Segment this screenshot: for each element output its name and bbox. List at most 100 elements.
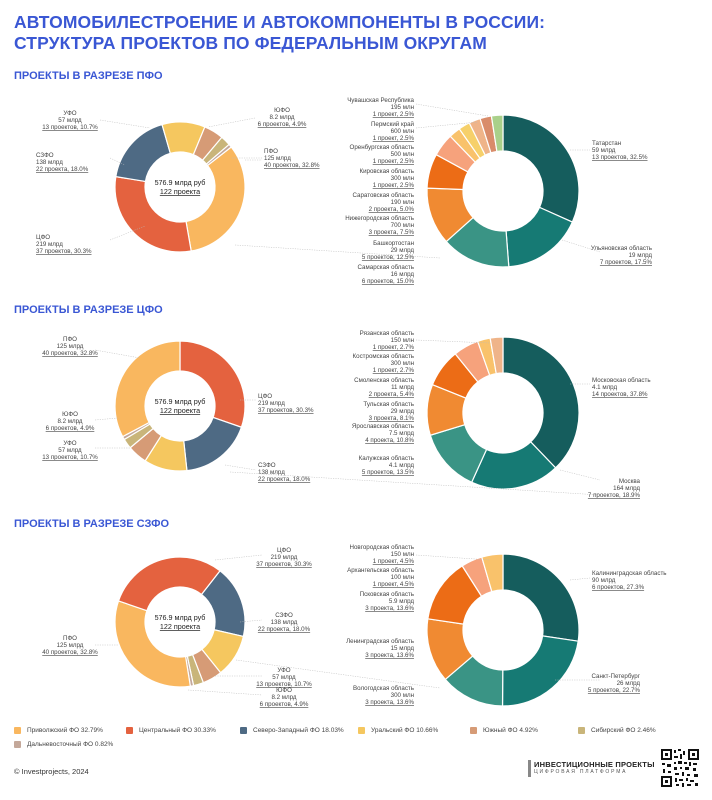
pfo-leader-pfo-to-region	[234, 244, 441, 259]
pfo-region-label-6-line-0: Кировская область	[359, 168, 414, 175]
pfo-leader-cfo	[109, 225, 146, 241]
legend-item: Северо-Западный ФО 18.03%	[240, 727, 344, 734]
szfo-leader-yufo	[187, 689, 263, 696]
pfo-region-label-4-line-1: 700 млн	[391, 222, 414, 229]
pfo-label-cfo-line-1: 219 млрд	[36, 241, 63, 248]
pfo-region-label-3-line-2: 5 проектов, 12.5%	[362, 254, 415, 261]
pfo-center-projects: 122 проекта	[160, 187, 200, 196]
szfo-region-label-3-line-1: 15 млрд	[391, 645, 415, 652]
pfo-label-pfo-line-2: 40 проектов, 32.8%	[264, 162, 320, 169]
pfo-region-label-2-line-0: Самарская область	[358, 264, 414, 271]
pfo-leader-szfo	[109, 157, 126, 166]
pfo-region-label-5-line-0: Саратовская область	[352, 192, 414, 199]
cfo-district-slice-0	[179, 340, 246, 429]
cfo-region-label-7-line-2: 1 проект, 2.7%	[373, 344, 415, 351]
pfo-label-pfo-line-1: 125 млрд	[264, 155, 291, 162]
qr-code-icon[interactable]	[660, 748, 700, 788]
cfo-label-szfo-line-1: 138 млрд	[258, 469, 285, 476]
szfo-label-szfo-line-1: 138 млрд	[271, 619, 298, 626]
pfo-label-cfo-line-0: ЦФО	[36, 234, 50, 241]
szfo-label-cfo-line-1: 219 млрд	[271, 554, 298, 561]
cfo-region-label-4-line-1: 29 млрд	[391, 408, 415, 415]
szfo-label-pfo-line-1: 125 млрд	[57, 642, 84, 649]
cfo-region-leader-1	[559, 469, 601, 481]
legend-swatch	[14, 727, 21, 734]
cfo-region-label-6-line-2: 1 проект, 2.7%	[373, 367, 415, 374]
szfo-region-slice-1	[501, 635, 579, 707]
cfo-label-ufo-line-2: 13 проектов, 10.7%	[42, 454, 98, 461]
pfo-region-label-1-line-1: 19 млрд	[629, 252, 653, 259]
pfo-label-yufo-line-0: ЮФО	[274, 107, 290, 114]
cfo-label-pfo-line-2: 40 проектов, 32.8%	[42, 350, 98, 357]
szfo-region-leader-0	[569, 577, 591, 581]
cfo-region-label-3-line-2: 4 проекта, 10.8%	[365, 437, 414, 444]
szfo-label-szfo-line-2: 22 проекта, 18.0%	[258, 626, 311, 633]
pfo-region-label-7-line-0: Оренбургская область	[350, 144, 414, 151]
pfo-label-yufo-line-1: 8.2 млрд	[269, 114, 294, 121]
cfo-label-szfo-line-2: 22 проекта, 18.0%	[258, 476, 311, 483]
szfo-region-label-1-line-1: 26 млрд	[617, 680, 641, 687]
cfo-region-label-5-line-1: 11 млрд	[391, 384, 414, 391]
szfo-region-label-5-line-1: 100 млн	[391, 574, 414, 581]
pfo-region-label-2-line-1: 16 млрд	[391, 271, 415, 278]
pfo-region-leader-9	[415, 103, 489, 117]
szfo-region-label-6-line-1: 150 млн	[391, 551, 414, 558]
pfo-region-label-5-line-1: 190 млн	[391, 199, 414, 206]
pfo-region-label-0-line-2: 13 проектов, 32.5%	[592, 154, 648, 161]
cfo-region-label-0-line-0: Московская область	[592, 377, 651, 384]
cfo-region-label-1-line-2: 7 проектов, 18.9%	[588, 492, 641, 499]
pfo-district-slice-1	[114, 175, 192, 253]
pfo-label-szfo-line-0: СЗФО	[36, 152, 54, 159]
pfo-region-label-1-line-0: Ульяновская область	[591, 245, 652, 252]
szfo-label-szfo-line-0: СЗФО	[275, 612, 293, 619]
pfo-region-label-9-line-1: 195 млн	[391, 104, 414, 111]
szfo-region-label-5-line-2: 1 проект, 4.5%	[373, 581, 415, 588]
cfo-region-label-6-line-1: 300 млн	[391, 360, 414, 367]
legend-label: Сибирский ФО 2.46%	[591, 727, 656, 734]
pfo-center-total: 576.9 млрд руб	[155, 178, 206, 187]
pfo-region-leader-8	[415, 121, 479, 129]
szfo-region-label-1-line-0: Санкт-Петербург	[591, 673, 640, 680]
legend-label: Северо-Западный ФО 18.03%	[253, 727, 344, 734]
title-line-2: СТРУКТУРА ПРОЕКТОВ ПО ФЕДЕРАЛЬНЫМ ОКРУГА…	[14, 33, 487, 53]
legend-swatch	[358, 727, 365, 734]
cfo-region-label-2-line-2: 5 проектов, 13.5%	[362, 469, 415, 476]
pfo-label-cfo-line-2: 37 проектов, 30.3%	[36, 248, 92, 255]
szfo-district-slice-6	[117, 556, 221, 612]
pfo-region-label-6-line-2: 1 проект, 2.5%	[373, 182, 415, 189]
pfo-district-slice-6	[205, 143, 233, 167]
cfo-region-label-7-line-1: 150 млн	[391, 337, 414, 344]
szfo-region-label-3-line-0: Ленинградская область	[346, 638, 414, 645]
cfo-leader-yufo	[94, 417, 119, 421]
page-title: АВТОМОБИЛЕСТРОЕНИЕ И АВТОКОМПОНЕНТЫ В РО…	[14, 12, 545, 54]
pfo-label-ufo-line-2: 13 проектов, 10.7%	[42, 124, 98, 131]
pfo-district-slice-0	[185, 146, 246, 252]
pfo-region-slice-10	[490, 114, 504, 153]
brand-logo[interactable]: ИНВЕСТИЦИОННЫЕ ПРОЕКТЫ ЦИФРОВАЯ ПЛАТФОРМ…	[528, 760, 656, 777]
cfo-leader-pfo	[94, 349, 141, 359]
pfo-region-label-0-line-1: 59 млрд	[592, 147, 616, 154]
szfo-region-label-2-line-1: 300 млн	[391, 692, 414, 699]
legend-item: Южный ФО 4.92%	[470, 727, 538, 734]
pfo-region-label-3-line-1: 29 млрд	[391, 247, 415, 254]
pfo-label-szfo-line-2: 22 проекта, 18.0%	[36, 166, 89, 173]
pfo-region-label-2-line-2: 6 проектов, 15.0%	[362, 278, 415, 285]
szfo-district-slice-5	[114, 600, 192, 688]
title-line-1: АВТОМОБИЛЕСТРОЕНИЕ И АВТОКОМПОНЕНТЫ В РО…	[14, 12, 546, 32]
brand-line-1: ИНВЕСТИЦИОННЫЕ ПРОЕКТЫ	[534, 760, 655, 769]
szfo-region-leader-6	[415, 554, 491, 561]
pfo-region-slice-0	[502, 114, 580, 223]
legend-label: Южный ФО 4.92%	[483, 727, 538, 734]
legend-item: Дальневосточный ФО 0.82%	[14, 741, 113, 748]
section-title-pfo: ПРОЕКТЫ В РАЗРЕЗЕ ПФО	[14, 70, 163, 82]
cfo-label-cfo-line-2: 37 проектов, 30.3%	[258, 407, 314, 414]
pfo-region-label-9-line-2: 1 проект, 2.5%	[373, 111, 415, 118]
pfo-region-label-8-line-2: 1 проект, 2.5%	[373, 135, 415, 142]
pfo-region-label-6-line-1: 300 млн	[391, 175, 414, 182]
cfo-label-szfo-line-0: СЗФО	[258, 462, 276, 469]
cfo-center-projects: 122 проекта	[160, 406, 200, 415]
pfo-region-label-4-line-0: Нижегородская область	[345, 215, 414, 222]
legend-swatch	[470, 727, 477, 734]
legend-label: Приволжский ФО 32.79%	[27, 727, 103, 734]
szfo-region-label-5-line-0: Архангельская область	[347, 567, 414, 574]
